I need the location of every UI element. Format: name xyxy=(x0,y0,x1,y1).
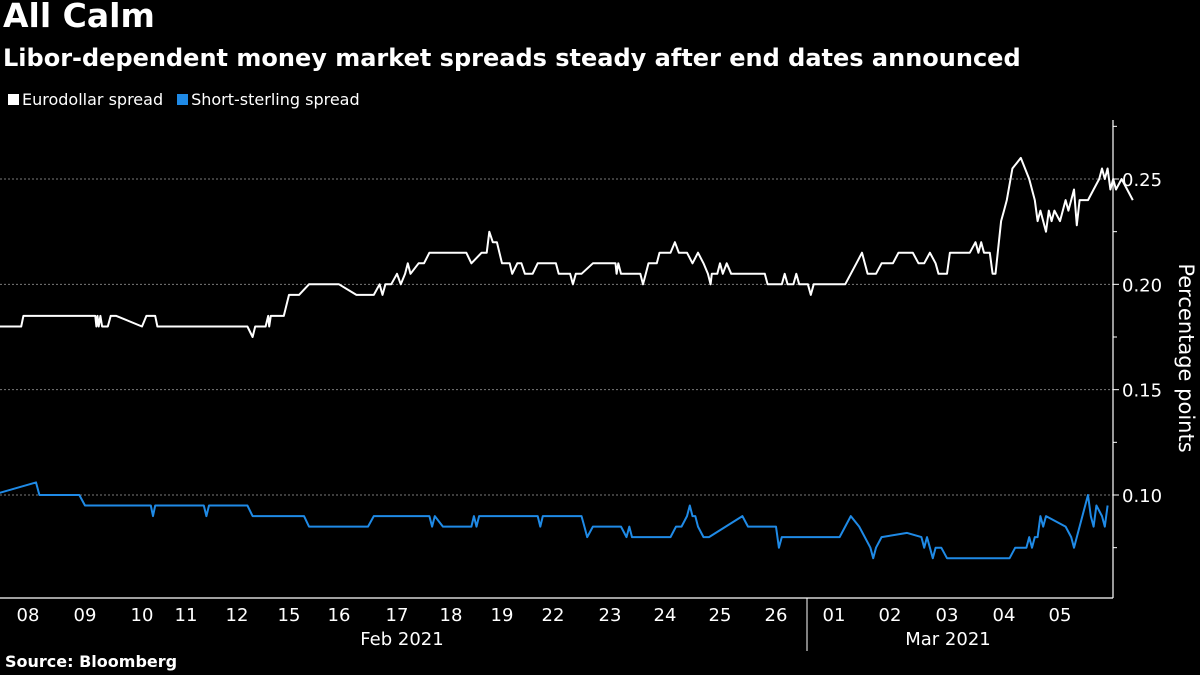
legend-item-eurodollar[interactable]: Eurodollar spread xyxy=(8,90,163,109)
x-tick-label: 24 xyxy=(654,605,677,626)
grid-lines xyxy=(0,178,1113,496)
x-tick-label: 11 xyxy=(175,605,198,626)
y-tick-label: 0.10 xyxy=(1122,486,1162,507)
x-tick-label: 05 xyxy=(1049,605,1072,626)
x-tick-label: 04 xyxy=(993,605,1016,626)
series-line-eurodollar xyxy=(0,156,1134,338)
axis-labels: 0.10 0.15 0.20 0.25 08 09 10 11 12 15 16 17 18 19 22 23… xyxy=(17,170,1198,650)
series-lines xyxy=(0,156,1134,560)
x-tick-label: 02 xyxy=(879,605,902,626)
legend-swatch-eurodollar xyxy=(8,94,19,105)
legend-label-eurodollar: Eurodollar spread xyxy=(22,90,164,109)
legend-label-sterling: Short-sterling spread xyxy=(191,90,360,109)
x-tick-label: 18 xyxy=(440,605,463,626)
chart-subtitle: Libor-dependent money market spreads ste… xyxy=(3,44,1021,72)
x-tick-label: 25 xyxy=(709,605,732,626)
legend: Eurodollar spread Short-sterling spread xyxy=(8,90,360,109)
x-tick-label: 10 xyxy=(131,605,154,626)
axes xyxy=(0,120,1119,651)
x-tick-label: 16 xyxy=(328,605,351,626)
y-axis-title: Percentage points xyxy=(1174,263,1198,452)
y-tick-label: 0.20 xyxy=(1122,275,1162,296)
legend-swatch-sterling xyxy=(177,94,189,105)
x-tick-label: 08 xyxy=(17,605,40,626)
y-tick-label: 0.25 xyxy=(1122,170,1162,191)
chart-title: All Calm xyxy=(3,0,155,35)
series-line-sterling xyxy=(0,481,1109,560)
x-tick-label: 03 xyxy=(936,605,959,626)
x-tick-label: 09 xyxy=(74,605,97,626)
source-note: Source: Bloomberg xyxy=(5,652,178,671)
y-tick-label: 0.15 xyxy=(1122,381,1162,402)
x-tick-label: 12 xyxy=(226,605,249,626)
x-group-label: Feb 2021 xyxy=(360,629,443,650)
x-tick-label: 19 xyxy=(491,605,514,626)
x-tick-label: 01 xyxy=(823,605,846,626)
x-tick-label: 15 xyxy=(278,605,301,626)
x-group-label: Mar 2021 xyxy=(905,629,991,650)
x-tick-label: 22 xyxy=(542,605,565,626)
x-tick-label: 26 xyxy=(765,605,788,626)
x-tick-label: 17 xyxy=(386,605,409,626)
legend-item-sterling[interactable]: Short-sterling spread xyxy=(177,90,360,109)
x-tick-label: 23 xyxy=(599,605,622,626)
